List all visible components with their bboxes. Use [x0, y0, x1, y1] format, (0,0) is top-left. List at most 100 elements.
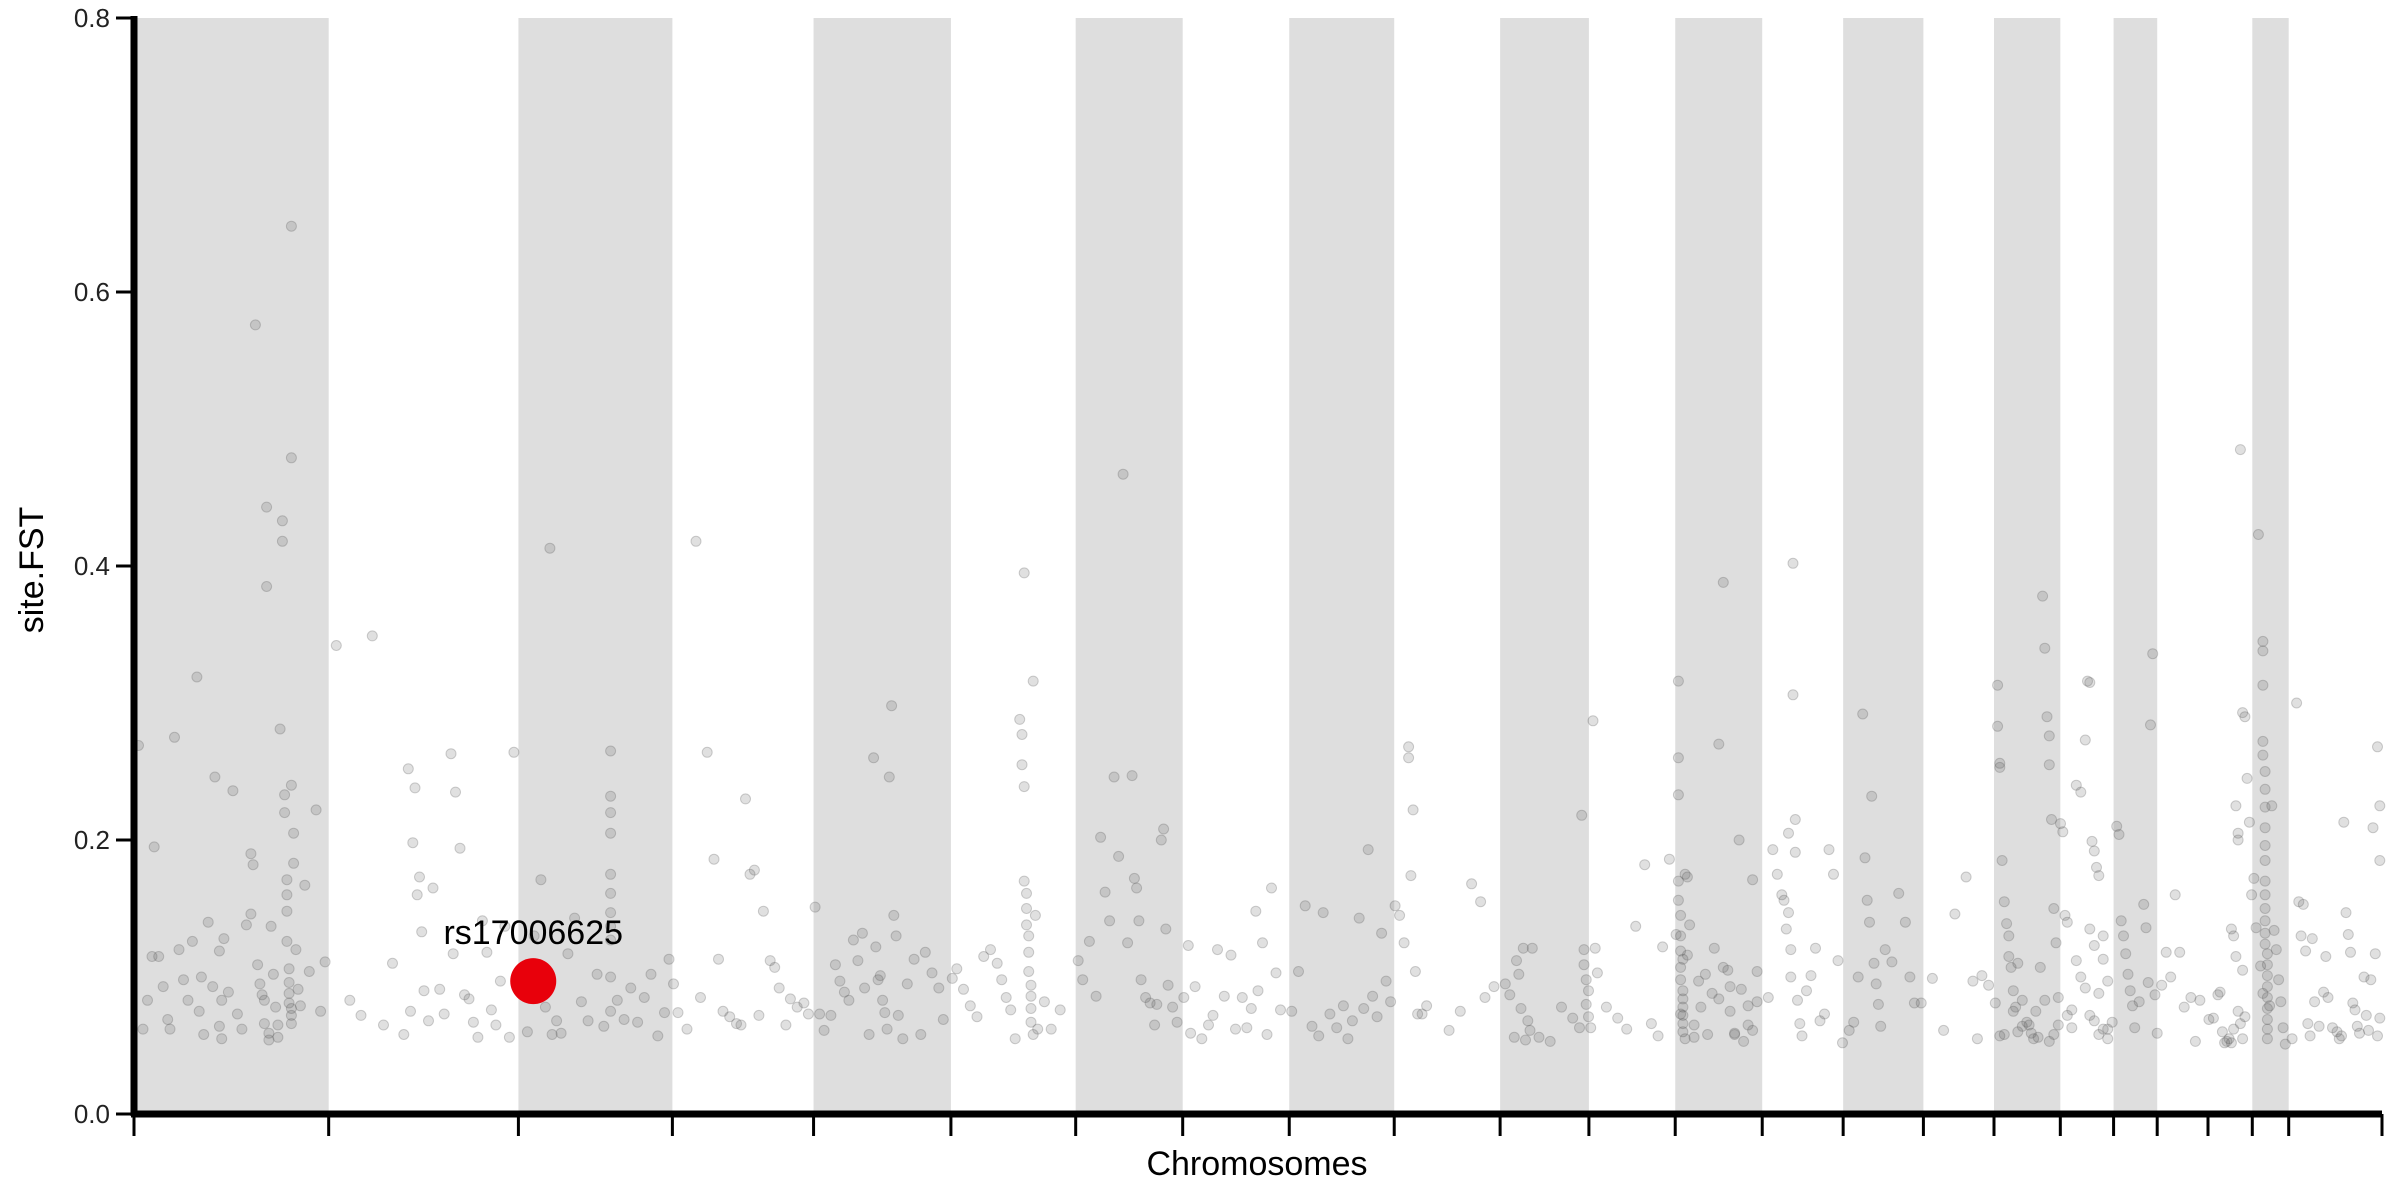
data-point: [1293, 966, 1304, 977]
data-point: [2304, 1030, 2316, 1042]
data-point: [508, 746, 520, 758]
data-point: [1155, 834, 1167, 846]
data-point: [472, 1031, 484, 1043]
data-point: [1708, 942, 1720, 954]
data-point: [2037, 590, 2049, 602]
data-point: [1767, 844, 1779, 856]
y-axis-label: site.FST: [13, 507, 51, 634]
data-point: [2030, 1005, 2042, 1017]
data-point: [809, 901, 821, 913]
data-point: [632, 1016, 644, 1028]
data-point: [1016, 729, 1028, 740]
data-point: [207, 981, 219, 993]
data-point: [1380, 975, 1392, 987]
data-point: [2113, 829, 2125, 840]
data-point: [1747, 874, 1759, 886]
data-point: [1583, 1011, 1594, 1023]
data-point: [1025, 990, 1037, 1002]
data-point: [1517, 942, 1529, 954]
y-tick-label: 0.6: [74, 277, 110, 307]
data-point: [933, 982, 945, 994]
data-point: [1675, 909, 1687, 921]
data-point: [2097, 1023, 2109, 1035]
data-point: [169, 731, 180, 743]
data-point: [908, 953, 920, 965]
data-point: [281, 905, 293, 917]
data-point: [883, 771, 895, 783]
data-point: [1787, 557, 1799, 569]
data-point: [1409, 966, 1421, 977]
chromosome-band: [1500, 18, 1589, 1114]
data-point: [2257, 735, 2269, 747]
data-point: [303, 966, 315, 977]
data-point: [863, 1029, 875, 1040]
highlighted-snp: rs17006625: [443, 914, 623, 1005]
data-point: [2374, 1012, 2386, 1024]
data-point: [2259, 889, 2271, 901]
data-point: [285, 779, 297, 791]
data-point: [1672, 894, 1684, 906]
data-point: [2268, 924, 2280, 936]
data-point: [409, 782, 421, 794]
data-point: [1027, 1029, 1039, 1040]
data-point: [701, 746, 713, 758]
data-point: [2082, 675, 2093, 687]
data-point: [402, 763, 414, 775]
data-point: [2279, 1038, 2291, 1050]
data-point: [398, 1029, 410, 1040]
data-point: [2041, 711, 2053, 723]
data-point: [2261, 1033, 2273, 1045]
data-point: [2055, 818, 2066, 830]
data-point: [2185, 992, 2197, 1003]
data-point: [236, 1023, 248, 1035]
data-point: [315, 1005, 327, 1017]
data-point: [1848, 1016, 1860, 1028]
data-point: [2075, 971, 2087, 983]
data-point: [1072, 955, 1084, 967]
data-point: [1792, 994, 1803, 1006]
data-point: [186, 935, 198, 947]
data-point: [2239, 711, 2251, 723]
data-point: [1027, 675, 1039, 687]
data-point: [1407, 804, 1419, 816]
data-point: [1994, 757, 2006, 769]
data-point: [1443, 1024, 1455, 1036]
data-point: [416, 926, 428, 938]
data-point: [2264, 1000, 2276, 1012]
data-point: [2149, 989, 2161, 1001]
data-point: [2363, 1024, 2374, 1036]
data-point: [162, 1014, 174, 1025]
data-point: [191, 671, 203, 683]
data-point: [1158, 823, 1170, 835]
data-point: [1342, 1033, 1354, 1045]
data-point: [157, 981, 169, 993]
data-point: [288, 827, 300, 839]
data-point: [1794, 1018, 1806, 1030]
data-point: [2374, 800, 2386, 812]
data-point: [1331, 1022, 1343, 1034]
data-point: [1038, 996, 1050, 1008]
data-point: [1095, 831, 1107, 843]
data-point: [852, 955, 864, 967]
data-point: [2327, 1022, 2338, 1034]
data-point: [2174, 946, 2186, 958]
snp-points: [133, 220, 2386, 1050]
data-point: [1128, 872, 1140, 884]
data-point: [605, 807, 617, 819]
data-point: [1857, 708, 1869, 720]
data-point: [555, 1027, 567, 1039]
data-point: [1144, 997, 1156, 1009]
data-point: [663, 953, 675, 965]
data-point: [2273, 974, 2285, 986]
data-point: [2248, 872, 2260, 884]
data-point: [1580, 998, 1592, 1010]
data-point: [330, 640, 342, 651]
data-point: [2257, 679, 2269, 691]
data-point: [1688, 1019, 1700, 1031]
data-point: [1113, 850, 1125, 862]
data-point: [1776, 889, 1788, 901]
data-point: [1810, 942, 1821, 954]
data-point: [2052, 992, 2064, 1003]
data-point: [387, 957, 398, 969]
data-point: [1533, 1031, 1545, 1043]
